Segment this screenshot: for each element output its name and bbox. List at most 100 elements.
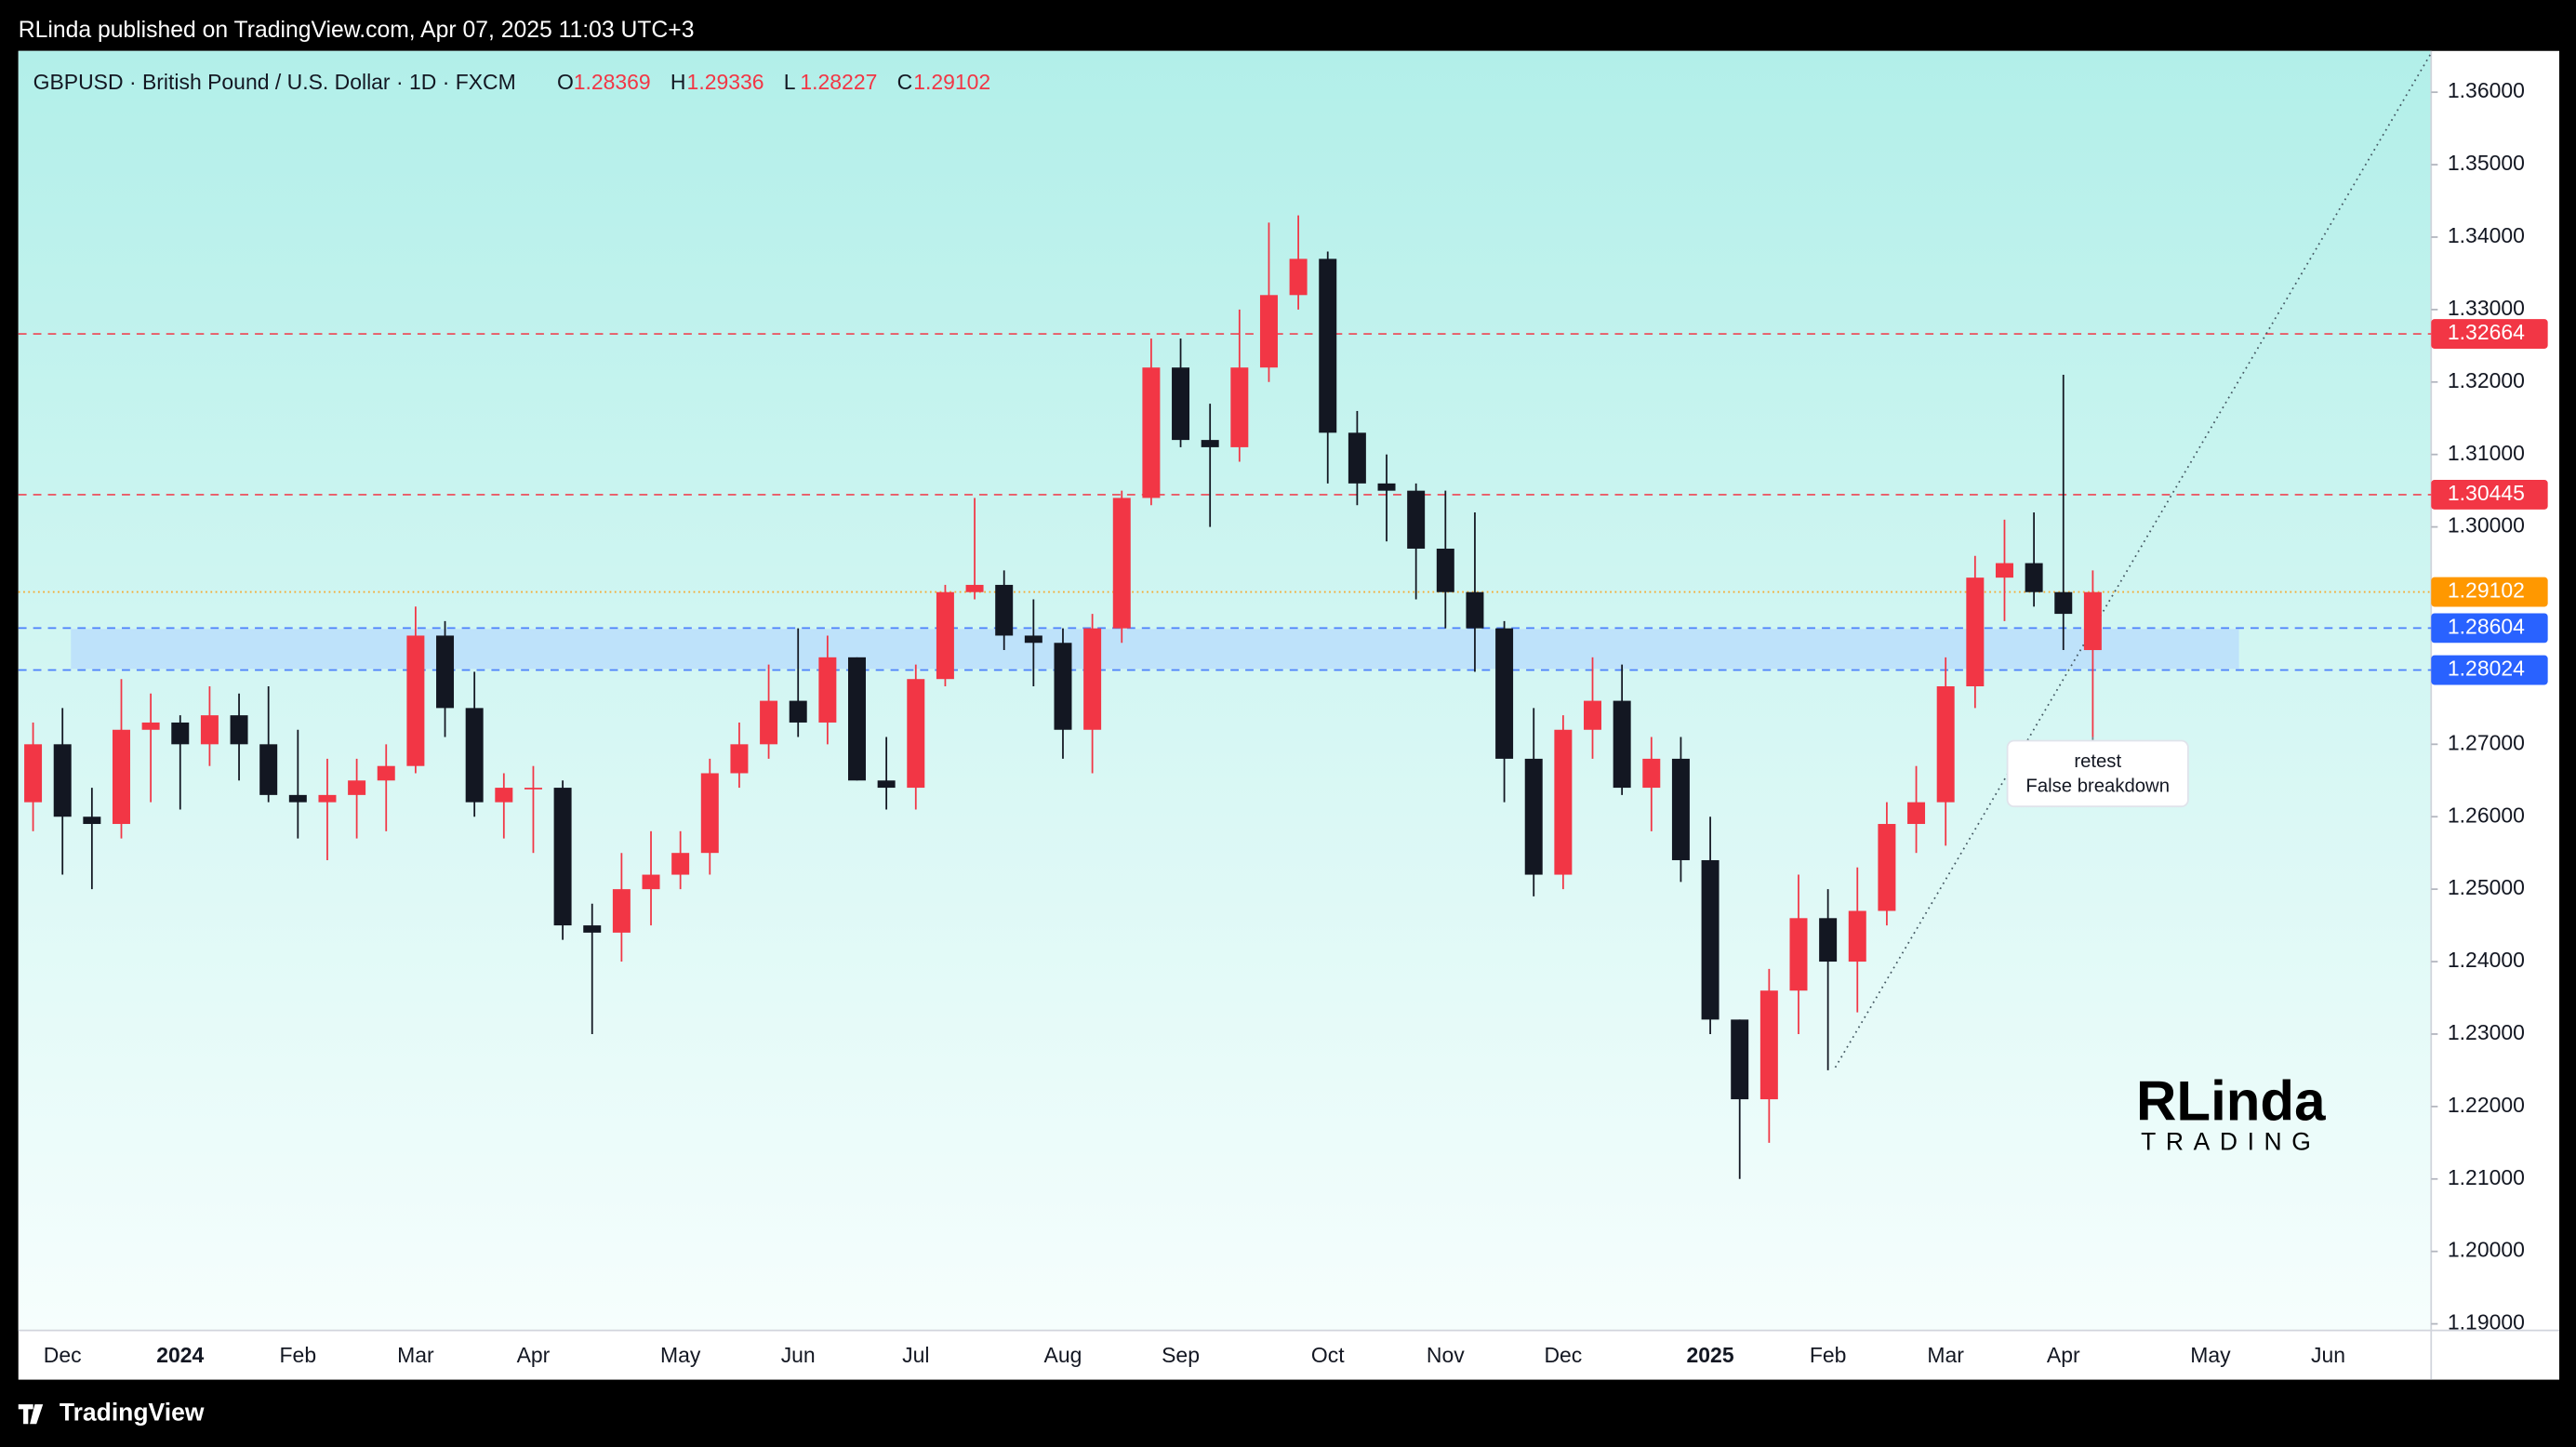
x-tick-label: Jun — [781, 1343, 816, 1367]
y-tick-label: 1.23000 — [2448, 1020, 2525, 1044]
x-tick-label: Oct — [1311, 1343, 1345, 1367]
candle-body — [1701, 859, 1720, 1020]
x-tick-label: Dec — [44, 1343, 82, 1367]
candle-body — [200, 715, 219, 745]
candle-body — [1172, 367, 1190, 441]
y-tick-label: 1.20000 — [2448, 1238, 2525, 1262]
candle-body — [1759, 990, 1778, 1100]
candle-body — [1907, 802, 1926, 825]
candle-body — [465, 708, 484, 803]
chart-title: GBPUSD · British Pound / U.S. Dollar · 1… — [33, 70, 516, 94]
footer-brand: TradingView — [60, 1399, 205, 1427]
annotation-text: retest — [2074, 751, 2121, 772]
y-tick-label: 1.32000 — [2448, 368, 2525, 392]
x-tick-label: Feb — [1810, 1343, 1847, 1367]
ohlc-key: O — [557, 70, 574, 94]
x-tick-label: Feb — [280, 1343, 317, 1367]
candle-body — [965, 584, 984, 592]
candle-body — [1671, 758, 1690, 860]
price-badge-label: 1.29102 — [2448, 578, 2525, 603]
x-tick-label: May — [2190, 1343, 2231, 1367]
x-tick-label: Jun — [2311, 1343, 2345, 1367]
candle-body — [377, 765, 395, 781]
ohlc-value: 1.28369 — [574, 70, 651, 94]
candle-body — [1083, 628, 1102, 730]
candle-body — [406, 635, 425, 766]
ohlc-value: 1.29102 — [913, 70, 990, 94]
price-badge-label: 1.30445 — [2448, 481, 2525, 505]
candle-body — [1112, 498, 1131, 629]
candle-body — [1554, 729, 1573, 875]
candle-body — [524, 788, 542, 790]
y-tick-label: 1.31000 — [2448, 441, 2525, 465]
y-tick-label: 1.34000 — [2448, 223, 2525, 247]
price-badge — [2431, 319, 2548, 349]
candle-body — [348, 780, 366, 795]
candle-body — [436, 635, 455, 709]
x-tick-label: Dec — [1544, 1343, 1582, 1367]
x-tick-label: 2024 — [156, 1343, 204, 1367]
price-badge — [2431, 655, 2548, 685]
y-tick-label: 1.24000 — [2448, 948, 2525, 972]
candle-body — [818, 657, 837, 723]
candle-body — [53, 744, 72, 817]
candle-body — [1642, 758, 1661, 789]
ohlc-key: L — [784, 70, 796, 94]
x-tick-label: Nov — [1427, 1343, 1465, 1367]
candle-body — [1201, 440, 1219, 447]
x-tick-label: May — [660, 1343, 701, 1367]
candle-body — [495, 788, 513, 803]
candle-body — [1966, 577, 1985, 687]
candle-body — [1584, 700, 1601, 730]
y-tick-label: 1.21000 — [2448, 1165, 2525, 1189]
candle-body — [1142, 367, 1161, 498]
candle-body — [1848, 910, 1866, 962]
candle-body — [700, 773, 719, 854]
candle-body — [583, 925, 602, 933]
x-tick-label: 2025 — [1687, 1343, 1734, 1367]
x-tick-label: Apr — [2047, 1343, 2080, 1367]
candle-body — [848, 657, 866, 781]
candle-body — [907, 679, 925, 789]
candle-body — [1348, 432, 1366, 484]
trendline — [1834, 52, 2433, 1069]
support-zone — [71, 629, 2239, 670]
candle-body — [2025, 563, 2043, 592]
candle-body — [730, 744, 749, 774]
y-tick-label: 1.27000 — [2448, 730, 2525, 754]
price-badge-label: 1.32664 — [2448, 320, 2525, 344]
candle-body — [1995, 563, 2013, 578]
price-badge — [2431, 480, 2548, 510]
x-tick-label: Mar — [1927, 1343, 1964, 1367]
watermark-name: RLinda — [2136, 1069, 2326, 1132]
price-badge — [2431, 577, 2548, 607]
plot-area — [18, 50, 2432, 1331]
y-tick-label: 1.36000 — [2448, 78, 2525, 102]
candle-body — [1377, 483, 1396, 491]
ohlc-key: C — [897, 70, 913, 94]
candle-body — [1495, 628, 1514, 759]
candle-body — [288, 794, 307, 803]
candle-body — [1789, 918, 1808, 991]
candle-body — [1407, 490, 1426, 549]
candle-body — [2083, 591, 2102, 651]
x-tick-label: Aug — [1044, 1343, 1082, 1367]
candle-body — [318, 794, 337, 803]
ohlc-key: H — [671, 70, 686, 94]
candle-body — [1319, 259, 1337, 433]
candle-body — [1731, 1019, 1749, 1100]
x-tick-label: Jul — [902, 1343, 929, 1367]
candle-body — [2054, 591, 2073, 615]
candle-body — [1819, 918, 1838, 962]
candle-body — [1878, 824, 1896, 911]
candle-body — [171, 722, 190, 745]
candle-body — [112, 729, 130, 825]
candle-body — [553, 788, 572, 926]
y-tick-label: 1.25000 — [2448, 875, 2525, 899]
candle-body — [1024, 635, 1042, 644]
candle-body — [83, 816, 101, 825]
footer-logo — [18, 1404, 44, 1425]
candle-body — [612, 889, 631, 933]
